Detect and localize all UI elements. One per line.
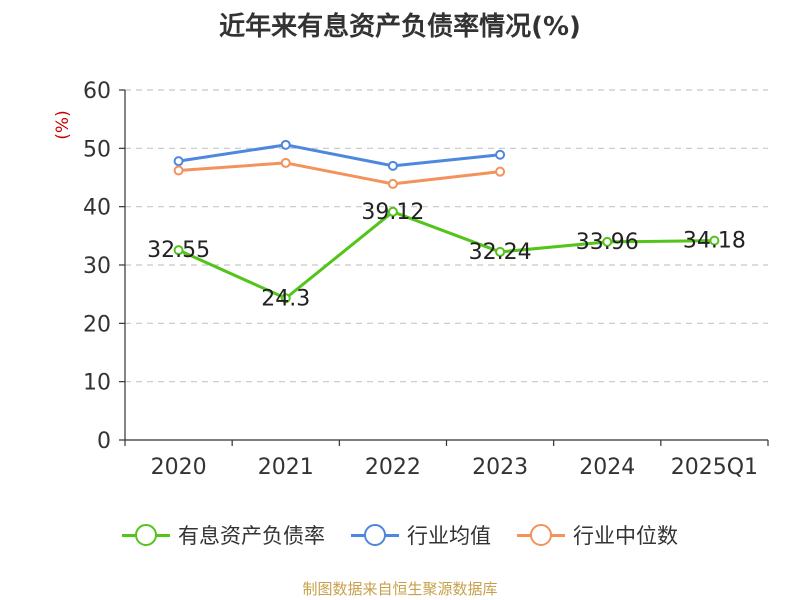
chart-title: 近年来有息资产负债率情况(%) [219,12,581,42]
data-point [709,235,720,246]
data-label: 33.96 [576,230,639,255]
y-tick-label: 0 [97,429,111,454]
legend-label: 行业中位数 [573,524,678,548]
data-point [602,236,613,247]
y-axis-label: (%) [53,110,73,139]
legend-item[interactable]: 有息资产负债率 [122,520,325,550]
data-point [387,206,398,217]
x-tick-label: 2024 [579,455,635,480]
data-point [495,166,506,177]
data-label: 24.3 [261,286,310,311]
x-tick-label: 2025Q1 [671,455,758,480]
data-point [495,246,506,257]
series-line-2 [178,161,501,186]
data-point [280,157,291,168]
legend-marker-icon [364,524,386,546]
y-tick-label: 50 [83,137,111,162]
data-point [387,160,398,171]
data-label: 32.24 [469,240,532,265]
legend: 有息资产负债率 行业均值 行业中位数 [0,520,800,550]
y-tick-label: 20 [83,312,111,337]
y-tick-label: 30 [83,254,111,279]
legend-swatch [517,523,565,547]
data-point [173,156,184,167]
data-label: 39.12 [361,200,424,225]
series-line-0 [177,210,715,300]
y-tick-label: 10 [83,371,111,396]
legend-swatch [122,523,170,547]
x-tick-label: 2020 [151,455,207,480]
legend-swatch [351,523,399,547]
source-note: 制图数据来自恒生聚源数据库 [302,580,498,598]
legend-item[interactable]: 行业中位数 [517,520,678,550]
data-point [280,139,291,150]
series-line-1 [178,143,501,168]
y-tick-label: 60 [83,79,111,104]
x-tick-label: 2021 [258,455,314,480]
data-point [173,245,184,256]
data-label: 34.18 [683,229,746,254]
data-label: 32.55 [147,238,210,263]
data-point [495,149,506,160]
legend-marker-icon [530,524,552,546]
x-tick-label: 2022 [365,455,421,480]
y-tick-label: 40 [83,196,111,221]
data-point [173,165,184,176]
data-point [280,293,291,304]
legend-item[interactable]: 行业均值 [351,520,491,550]
legend-label: 有息资产负债率 [178,524,325,548]
x-tick-label: 2023 [472,455,528,480]
legend-label: 行业均值 [407,524,491,548]
data-point [387,178,398,189]
legend-marker-icon [135,524,157,546]
